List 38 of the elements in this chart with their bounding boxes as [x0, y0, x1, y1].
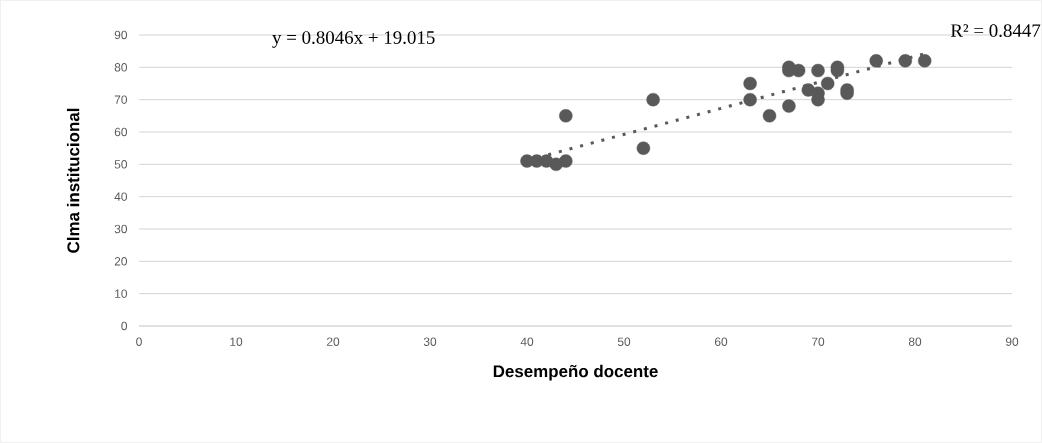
- x-tick-label: 0: [136, 337, 142, 346]
- y-tick-label: 30: [114, 224, 128, 234]
- x-tick-label: 50: [617, 337, 631, 346]
- x-axis-title: Desempeño docente: [493, 364, 658, 381]
- point: [791, 63, 806, 78]
- annotation: y = 0.8046x + 19.015: [272, 31, 435, 48]
- y-tick-label: 60: [114, 127, 128, 137]
- point: [636, 141, 651, 155]
- x-tick-label: 10: [230, 337, 243, 346]
- point: [918, 54, 932, 68]
- x-tick-label: 60: [714, 337, 728, 346]
- y-tick-label: 50: [114, 160, 128, 169]
- y-tick-label: 20: [114, 257, 128, 266]
- point: [743, 76, 757, 91]
- point: [559, 154, 573, 168]
- y-tick-label: 90: [114, 30, 128, 40]
- y-tick-label: 40: [114, 192, 128, 201]
- point: [762, 109, 777, 123]
- y-axis-title: Clma institucional: [66, 108, 80, 253]
- y-tick-label: 80: [114, 63, 128, 72]
- x-tick-label: 20: [326, 337, 340, 346]
- x-tick-label: 40: [520, 337, 534, 346]
- point: [782, 99, 796, 113]
- point: [898, 54, 913, 68]
- annotation: R² = 0.8447: [950, 24, 1041, 38]
- point: [743, 92, 757, 107]
- point: [559, 109, 573, 123]
- x-tick-label: 70: [811, 337, 825, 346]
- point: [646, 92, 660, 107]
- y-tick-label: 0: [121, 321, 128, 331]
- point: [821, 76, 835, 91]
- point: [869, 54, 883, 68]
- x-tick-label: 30: [423, 337, 437, 346]
- y-tick-label: 70: [114, 95, 128, 104]
- x-tick-label: 80: [908, 337, 922, 346]
- y-tick-label: 10: [115, 289, 128, 298]
- point: [811, 63, 825, 78]
- x-tick-label: 90: [1005, 337, 1019, 346]
